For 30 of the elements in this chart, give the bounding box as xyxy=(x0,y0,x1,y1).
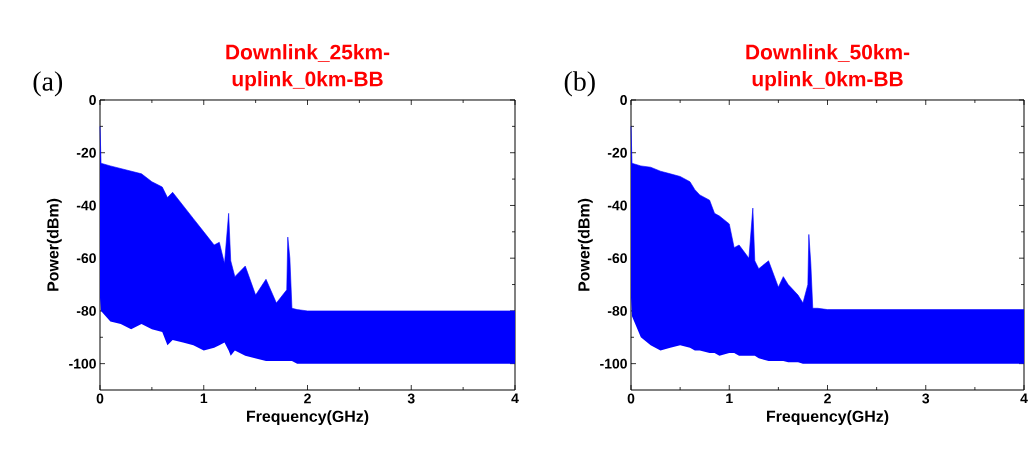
text: (b) xyxy=(564,71,595,97)
y-tick-label: -20 xyxy=(607,147,627,158)
y-tick-label: -20 xyxy=(76,147,96,158)
x-tick-label: 4 xyxy=(511,393,519,404)
x-tick-label: 2 xyxy=(304,393,311,404)
y-axis-title: Power(dBm) xyxy=(46,198,62,291)
x-tick-label: 3 xyxy=(407,393,415,404)
x-tick-label: 2 xyxy=(824,393,831,404)
y-tick-label: -60 xyxy=(607,253,627,264)
x-axis-title: Frequency(GHz) xyxy=(247,410,369,426)
x-tick-label: 0 xyxy=(627,393,635,404)
y-tick-label: -80 xyxy=(607,305,627,316)
y-tick-label: -100 xyxy=(600,358,627,369)
x-tick-label: 1 xyxy=(726,393,733,404)
y-tick-label: -40 xyxy=(76,200,96,211)
x-axis-title: Frequency(GHz) xyxy=(767,410,889,426)
x-tick-label: 3 xyxy=(922,393,930,404)
y-tick-label: -80 xyxy=(76,305,96,316)
chart-title: Downlink_25km-uplink_0km-BB xyxy=(226,44,390,91)
y-tick-label: 0 xyxy=(89,95,96,105)
chart-title: Downlink_50km-uplink_0km-BB xyxy=(746,44,910,91)
y-tick-label: -100 xyxy=(69,358,96,369)
y-axis-title: Power(dBm) xyxy=(577,198,593,291)
text: (a) xyxy=(33,71,63,97)
x-tick-label: 1 xyxy=(200,393,208,404)
y-tick-label: -60 xyxy=(76,253,96,264)
x-tick-label: 4 xyxy=(1020,393,1028,404)
y-tick-label: -40 xyxy=(607,200,627,211)
y-tick-label: 0 xyxy=(620,95,627,105)
x-tick-label: 0 xyxy=(96,393,104,404)
